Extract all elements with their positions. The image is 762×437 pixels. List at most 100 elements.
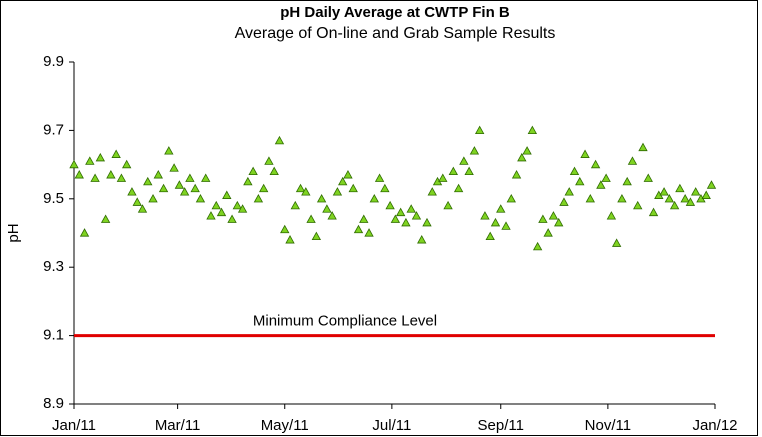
data-point [369, 193, 379, 203]
data-point [269, 166, 279, 176]
data-point [216, 207, 227, 217]
data-point [353, 224, 364, 234]
data-point [585, 193, 595, 203]
data-point [90, 173, 100, 182]
data-point [485, 231, 495, 241]
data-point [311, 231, 322, 241]
data-point [548, 211, 559, 220]
y-tick-label: 9.1 [43, 327, 64, 344]
data-point [243, 176, 253, 186]
y-tick-label: 8.9 [43, 395, 64, 412]
chart-title: pH Daily Average at CWTP Fin B [280, 4, 510, 21]
data-point [685, 197, 696, 206]
data-point [706, 180, 717, 189]
data-point [285, 235, 295, 244]
data-point [343, 170, 353, 179]
data-point [374, 173, 385, 182]
data-point [380, 183, 390, 193]
data-point [122, 159, 132, 169]
data-point [664, 193, 675, 203]
data-point [211, 200, 221, 210]
data-point [237, 204, 248, 213]
data-point [648, 207, 659, 217]
x-tick-label: Nov/11 [585, 417, 631, 434]
data-point [474, 125, 485, 134]
data-point [322, 204, 332, 213]
data-point [596, 180, 606, 189]
data-point [638, 142, 648, 152]
y-tick-label: 9.3 [43, 258, 64, 275]
data-point [464, 166, 474, 176]
data-point [153, 170, 163, 179]
data-point [206, 211, 216, 220]
data-point [264, 156, 274, 165]
data-point [395, 207, 406, 217]
data-point [406, 204, 416, 213]
data-point [290, 200, 300, 210]
x-tick-label: Jan/11 [52, 417, 96, 434]
data-point [248, 166, 258, 176]
data-point [332, 187, 343, 196]
data-point [169, 163, 179, 172]
data-point [511, 170, 522, 179]
data-point [543, 228, 553, 237]
data-point [580, 149, 590, 158]
data-point [359, 214, 369, 223]
data-point [280, 224, 290, 234]
x-tick-label: Jul/11 [372, 417, 411, 434]
data-point [506, 193, 516, 203]
data-point [385, 200, 395, 210]
data-point [575, 176, 585, 186]
data-point [701, 190, 711, 199]
data-point [517, 152, 527, 162]
data-point [496, 204, 506, 213]
data-point [74, 170, 84, 179]
data-point [132, 197, 142, 206]
data-point [253, 193, 264, 203]
y-tick-label: 9.5 [43, 190, 64, 207]
data-point [627, 156, 638, 165]
data-point [143, 176, 153, 186]
x-tick-label: Sep/11 [478, 417, 524, 434]
chart-subtitle: Average of On-line and Grab Sample Resul… [235, 25, 556, 42]
data-point [469, 146, 480, 155]
data-point [422, 217, 432, 227]
data-point [411, 211, 422, 220]
data-point [201, 173, 211, 182]
data-point [438, 173, 448, 182]
data-point [691, 187, 701, 196]
data-point [590, 159, 601, 169]
data-point [532, 241, 543, 251]
data-point [680, 193, 690, 203]
data-point [611, 238, 622, 247]
data-point [669, 200, 680, 210]
data-point [274, 135, 285, 145]
data-point [527, 125, 538, 134]
data-point [258, 183, 269, 193]
data-point [85, 156, 95, 165]
data-point [69, 159, 79, 169]
data-point [190, 183, 200, 193]
data-point [295, 183, 306, 193]
data-point [417, 235, 427, 244]
x-tick-label: Mar/11 [155, 417, 201, 434]
data-point [443, 200, 453, 210]
data-point [659, 187, 669, 196]
data-point [158, 183, 169, 193]
data-point [538, 214, 548, 223]
data-point [448, 166, 459, 176]
data-point [222, 190, 232, 199]
x-tick-label: May/11 [261, 417, 309, 434]
data-point [569, 166, 580, 176]
data-point [501, 221, 511, 230]
data-point [95, 152, 106, 162]
data-point [164, 146, 174, 155]
data-point [606, 211, 617, 220]
data-point [522, 146, 532, 155]
data-point [459, 156, 469, 165]
data-point [390, 214, 401, 223]
data-point [601, 173, 611, 182]
data-point [137, 204, 148, 213]
y-tick-label: 9.7 [43, 121, 64, 138]
